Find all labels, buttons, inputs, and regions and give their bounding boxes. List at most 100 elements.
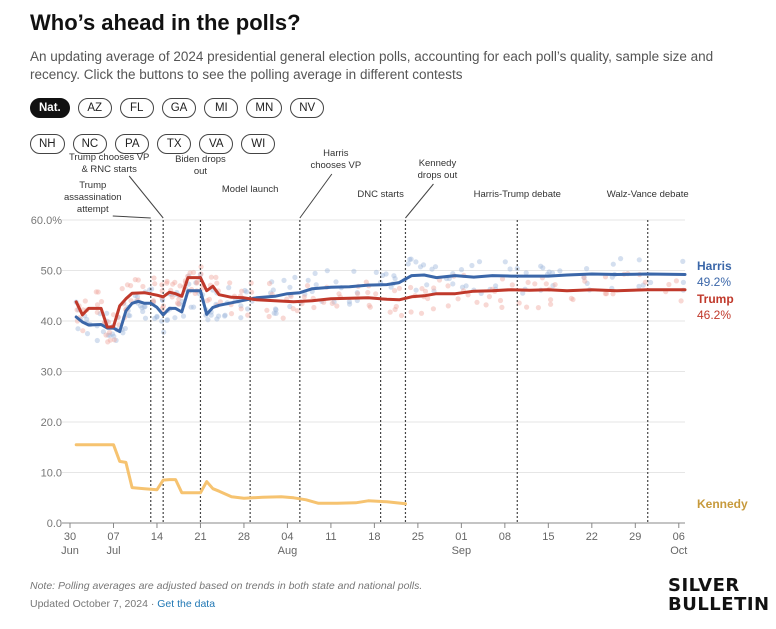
contest-button[interactable]: AZ — [77, 98, 112, 118]
poll-dot — [546, 269, 552, 275]
contest-button[interactable]: FL — [119, 98, 154, 118]
poll-dot — [190, 269, 197, 276]
poll-dot — [280, 315, 286, 321]
poll-dot — [648, 279, 654, 286]
contest-button[interactable]: Nat. — [30, 98, 70, 118]
poll-dot — [581, 274, 587, 280]
event-label: Harris chooses VP — [310, 148, 361, 171]
contest-button[interactable]: MN — [246, 98, 283, 118]
poll-dot — [159, 318, 165, 324]
poll-dot — [75, 326, 81, 332]
event-label: Harris-Trump debate — [474, 189, 561, 200]
poll-dot — [176, 301, 182, 307]
poll-dot — [680, 258, 686, 264]
poll-dot — [93, 289, 99, 295]
poll-dot — [324, 268, 330, 274]
poll-dot — [122, 325, 128, 332]
contest-button[interactable]: TX — [157, 134, 192, 154]
poll-dot — [301, 294, 307, 300]
poll-dot — [408, 256, 414, 262]
poll-dot — [287, 303, 293, 310]
y-tick-label: 20.0 — [41, 417, 62, 429]
logo-line-2: BULLETIN — [668, 594, 770, 615]
contest-button[interactable]: PA — [115, 134, 150, 154]
poll-dot — [678, 298, 684, 304]
poll-dot — [197, 272, 203, 278]
contest-button[interactable]: NH — [30, 134, 65, 154]
poll-dot — [104, 310, 110, 316]
event-label: DNC starts — [357, 189, 404, 200]
poll-dot — [140, 308, 146, 315]
poll-dot — [100, 329, 106, 335]
x-tick-sublabel: Aug — [278, 545, 298, 557]
poll-dot — [420, 262, 427, 268]
event-label: Kennedy drops out — [418, 158, 458, 181]
get-data-link[interactable]: Get the data — [157, 598, 216, 610]
poll-dot — [408, 309, 414, 315]
x-tick-label: 29 — [629, 531, 641, 543]
poll-dot — [366, 302, 372, 308]
poll-dot — [392, 306, 398, 313]
poll-dot — [208, 274, 214, 280]
event-leader-line — [405, 183, 434, 219]
poll-dot — [135, 277, 141, 283]
poll-dot — [159, 297, 166, 303]
poll-dot — [226, 285, 232, 291]
poll-dot — [392, 276, 398, 282]
event-label: Trump chooses VP & RNC starts — [69, 152, 149, 175]
poll-dot — [269, 279, 275, 285]
poll-dot — [463, 283, 469, 289]
y-tick-label: 50.0 — [41, 266, 62, 278]
poll-dot — [111, 337, 117, 343]
contest-button[interactable]: WI — [241, 134, 276, 154]
poll-dot — [272, 306, 279, 312]
poll-dot — [107, 337, 113, 343]
poll-dot — [125, 312, 131, 319]
x-tick-sublabel: Oct — [670, 545, 687, 557]
contest-button[interactable]: VA — [199, 134, 234, 154]
poll-dot — [268, 290, 274, 296]
poll-dot — [499, 276, 506, 282]
poll-dot — [109, 331, 116, 337]
contest-button[interactable]: MI — [204, 98, 239, 118]
poll-dot — [84, 316, 90, 322]
poll-dot — [582, 278, 588, 284]
poll-dot — [227, 280, 233, 286]
poll-dot — [208, 312, 214, 318]
x-tick-label: 15 — [542, 531, 554, 543]
poll-dot — [474, 299, 480, 305]
poll-dot — [287, 284, 293, 290]
poll-dot — [128, 283, 134, 289]
contest-button[interactable]: GA — [161, 98, 197, 118]
poll-dot — [459, 284, 466, 290]
contest-button[interactable]: NV — [290, 98, 325, 118]
poll-dot — [245, 306, 251, 312]
poll-dot — [363, 279, 369, 285]
series-value-label: 46.2% — [697, 308, 731, 322]
poll-dot — [113, 337, 119, 343]
poll-dot — [424, 282, 430, 288]
poll-dot — [476, 259, 483, 265]
poll-dot — [507, 266, 513, 272]
poll-dot — [523, 270, 529, 276]
poll-dot — [198, 264, 204, 270]
series-name-label: Harris — [697, 259, 732, 273]
poll-dot — [347, 301, 353, 307]
poll-dot — [673, 278, 680, 284]
poll-dot — [666, 281, 672, 288]
poll-dot — [413, 287, 419, 293]
poll-dot — [636, 283, 642, 289]
poll-dot — [242, 287, 248, 294]
contest-button[interactable]: NC — [72, 134, 108, 154]
x-tick-sublabel: Jul — [106, 545, 120, 557]
poll-dot — [139, 305, 145, 311]
poll-dot — [388, 284, 394, 290]
poll-dot — [187, 270, 193, 276]
poll-dot — [387, 309, 393, 315]
poll-dot — [103, 332, 109, 338]
poll-dot — [396, 285, 402, 291]
poll-dot — [354, 290, 360, 296]
y-tick-label: 60.0% — [31, 215, 62, 227]
poll-dot — [618, 256, 624, 262]
poll-dot — [281, 277, 287, 283]
